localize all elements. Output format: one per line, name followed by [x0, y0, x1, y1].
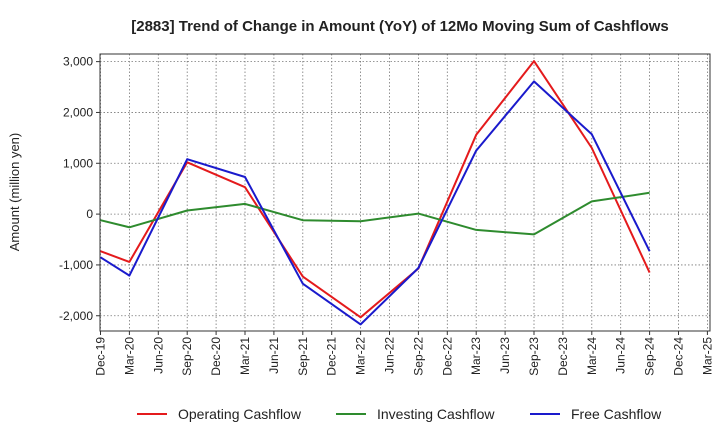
legend-label: Investing Cashflow — [377, 406, 495, 422]
series-line-operating-cashflow — [100, 60, 651, 319]
y-tick-label: 3,000 — [63, 55, 93, 69]
series-line-free-cashflow — [99, 80, 651, 326]
x-tick-label: Sep-22 — [411, 337, 425, 376]
x-tick-label: Sep-23 — [527, 337, 541, 376]
y-tick-label: 1,000 — [63, 156, 93, 170]
gridlines — [100, 54, 710, 331]
y-tick-label: 0 — [86, 207, 93, 221]
x-tick-label: Mar-21 — [238, 337, 252, 375]
x-tick-label: Sep-24 — [643, 337, 657, 376]
plot-area-frame — [99, 53, 711, 332]
x-axis-ticks: Dec-19 Mar-20 Jun-20 Sep-20 Dec-20 Mar-21 Jun-… — [94, 331, 714, 376]
y-axis-label: Amount (million yen) — [7, 133, 22, 252]
legend-label: Operating Cashflow — [178, 406, 302, 422]
x-tick-label: Mar-25 — [700, 337, 714, 375]
y-axis-ticks: 3,000 2,000 1,000 0 -1,000 -2,000 — [59, 55, 100, 323]
legend-label: Free Cashflow — [571, 406, 662, 422]
x-tick-label: Dec-24 — [672, 337, 686, 376]
y-tick-label: -1,000 — [59, 258, 93, 272]
x-tick-label: Dec-19 — [94, 337, 108, 376]
x-tick-label: Dec-20 — [209, 337, 223, 376]
x-tick-label: Sep-20 — [180, 337, 194, 376]
x-tick-label: Mar-24 — [585, 337, 599, 375]
x-tick-label: Jun-21 — [267, 337, 281, 374]
x-tick-label: Mar-23 — [469, 337, 483, 375]
series-lines — [99, 60, 651, 326]
x-tick-label: Jun-20 — [151, 337, 165, 374]
x-tick-label: Mar-22 — [354, 337, 368, 375]
series-line-investing-cashflow — [100, 191, 650, 236]
x-tick-label: Dec-23 — [556, 337, 570, 376]
y-tick-label: -2,000 — [59, 309, 93, 323]
legend: Operating Cashflow Investing Cashflow Free… — [137, 406, 662, 422]
x-tick-label: Jun-22 — [383, 337, 397, 374]
x-tick-label: Mar-20 — [122, 337, 136, 375]
x-tick-label: Jun-24 — [614, 337, 628, 374]
x-tick-label: Dec-22 — [440, 337, 454, 376]
x-tick-label: Dec-21 — [325, 337, 339, 376]
y-tick-label: 2,000 — [63, 105, 93, 119]
chart-title: [2883] Trend of Change in Amount (YoY) o… — [131, 18, 669, 35]
x-tick-label: Jun-23 — [498, 337, 512, 374]
x-tick-label: Sep-21 — [296, 337, 310, 376]
